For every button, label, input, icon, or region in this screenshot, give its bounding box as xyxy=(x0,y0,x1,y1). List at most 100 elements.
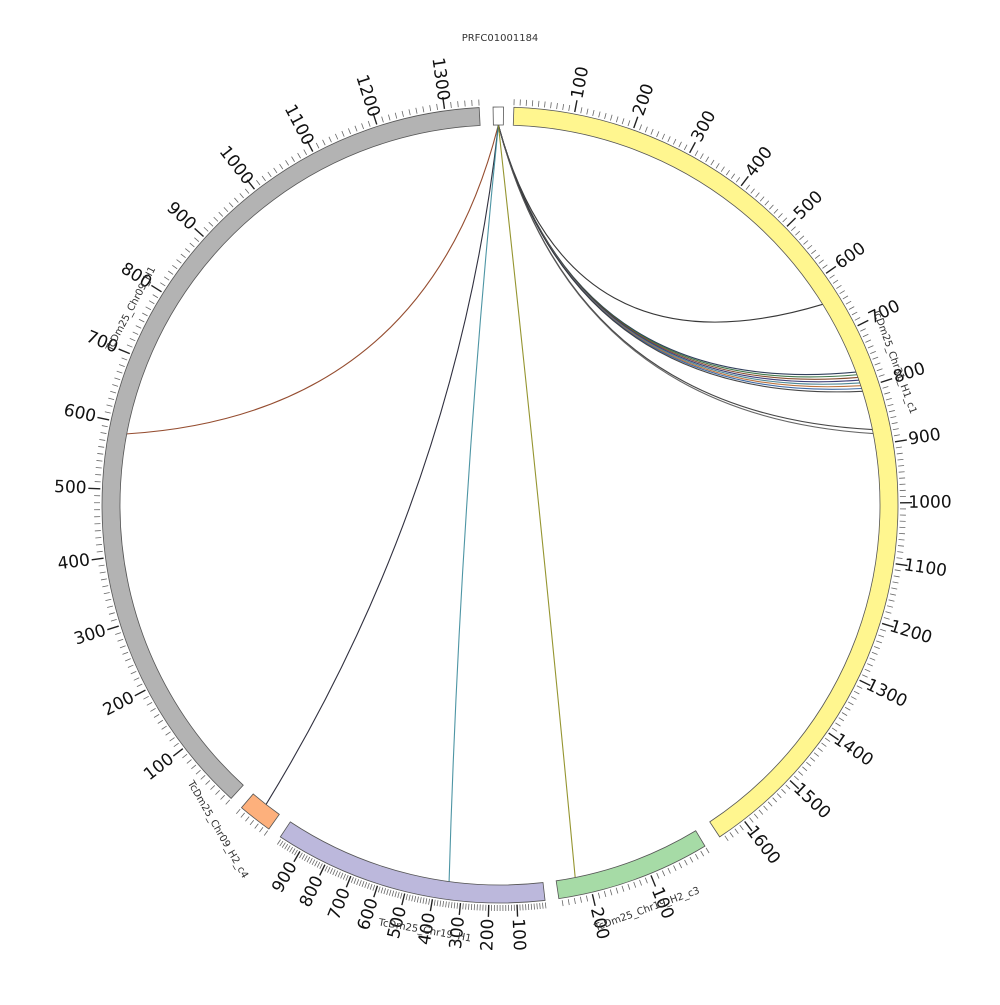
minor-tick xyxy=(384,888,386,894)
minor-tick xyxy=(679,142,682,147)
minor-tick xyxy=(420,897,421,903)
minor-tick xyxy=(245,817,249,822)
minor-tick xyxy=(799,236,803,240)
minor-tick xyxy=(537,903,538,909)
minor-tick xyxy=(731,174,734,179)
minor-tick xyxy=(330,868,333,873)
minor-tick xyxy=(818,748,823,752)
minor-tick xyxy=(886,612,892,614)
minor-tick xyxy=(229,203,233,207)
minor-tick xyxy=(706,157,709,162)
minor-tick xyxy=(865,340,870,342)
minor-tick xyxy=(127,345,133,347)
minor-tick xyxy=(137,684,142,687)
minor-tick xyxy=(210,785,214,789)
minor-tick xyxy=(768,802,772,806)
minor-tick xyxy=(133,332,138,335)
minor-tick xyxy=(226,800,230,804)
tick-label-chr19h1: 700 xyxy=(324,885,355,923)
minor-tick xyxy=(810,757,815,761)
minor-tick xyxy=(164,277,169,280)
minor-tick xyxy=(446,901,447,907)
minor-tick xyxy=(798,771,802,775)
minor-tick xyxy=(574,898,575,904)
minor-tick xyxy=(307,857,310,862)
major-tick xyxy=(690,142,696,153)
tick-label-chr09h1: 500 xyxy=(54,477,87,498)
minor-tick xyxy=(562,900,563,906)
minor-tick xyxy=(98,446,104,447)
major-tick xyxy=(320,865,325,876)
minor-tick xyxy=(440,901,441,907)
tick-label-chr31: 1400 xyxy=(830,730,877,771)
minor-tick xyxy=(323,140,326,145)
minor-tick xyxy=(860,329,865,332)
minor-tick xyxy=(170,738,175,741)
minor-tick xyxy=(466,904,467,910)
major-tick xyxy=(107,626,118,630)
minor-tick xyxy=(108,398,114,400)
major-tick xyxy=(97,417,109,420)
minor-tick xyxy=(206,780,210,784)
minor-tick xyxy=(154,714,159,717)
minor-tick xyxy=(640,880,642,886)
minor-tick xyxy=(563,104,564,110)
minor-tick xyxy=(534,904,535,910)
minor-tick xyxy=(849,307,854,310)
minor-tick xyxy=(457,903,458,909)
minor-tick xyxy=(852,312,857,315)
minor-tick xyxy=(893,582,899,583)
minor-tick xyxy=(292,849,295,854)
minor-tick xyxy=(651,129,653,135)
minor-tick xyxy=(209,222,213,226)
minor-tick xyxy=(645,127,647,133)
minor-tick xyxy=(690,857,693,862)
minor-tick xyxy=(335,871,337,876)
minor-tick xyxy=(423,898,424,904)
minor-tick xyxy=(815,255,820,259)
minor-tick xyxy=(392,891,394,897)
minor-tick xyxy=(274,168,277,173)
minor-tick xyxy=(368,121,370,127)
minor-tick xyxy=(598,893,599,899)
minor-tick xyxy=(657,873,659,879)
minor-tick xyxy=(443,901,444,907)
minor-tick xyxy=(101,579,107,580)
minor-tick xyxy=(250,820,254,825)
link-chr19h1 xyxy=(449,125,498,882)
major-tick xyxy=(195,228,204,236)
minor-tick xyxy=(832,728,837,731)
minor-tick xyxy=(221,795,225,799)
minor-tick xyxy=(628,120,630,126)
minor-tick xyxy=(194,238,199,242)
minor-tick xyxy=(807,245,812,249)
minor-tick xyxy=(387,889,389,895)
minor-tick xyxy=(255,824,259,829)
minor-tick xyxy=(342,131,344,137)
minor-tick xyxy=(778,213,782,217)
minor-tick xyxy=(256,180,260,185)
minor-tick xyxy=(668,868,671,873)
major-tick xyxy=(895,440,907,442)
minor-tick xyxy=(190,243,195,247)
minor-tick xyxy=(891,588,897,589)
minor-tick xyxy=(764,806,768,811)
minor-tick xyxy=(880,629,886,631)
minor-tick xyxy=(423,106,424,112)
minor-tick xyxy=(185,249,190,253)
minor-tick xyxy=(746,185,750,190)
major-tick xyxy=(459,903,460,915)
minor-tick xyxy=(616,888,618,894)
minor-tick xyxy=(285,844,288,849)
minor-tick xyxy=(338,872,340,878)
minor-tick xyxy=(781,789,785,793)
minor-tick xyxy=(149,301,154,304)
minor-tick xyxy=(434,900,435,906)
major-tick xyxy=(787,218,796,226)
minor-tick xyxy=(711,160,714,165)
major-tick xyxy=(374,886,378,897)
minor-tick xyxy=(846,301,851,304)
minor-tick xyxy=(287,846,290,851)
minor-tick xyxy=(201,775,205,779)
